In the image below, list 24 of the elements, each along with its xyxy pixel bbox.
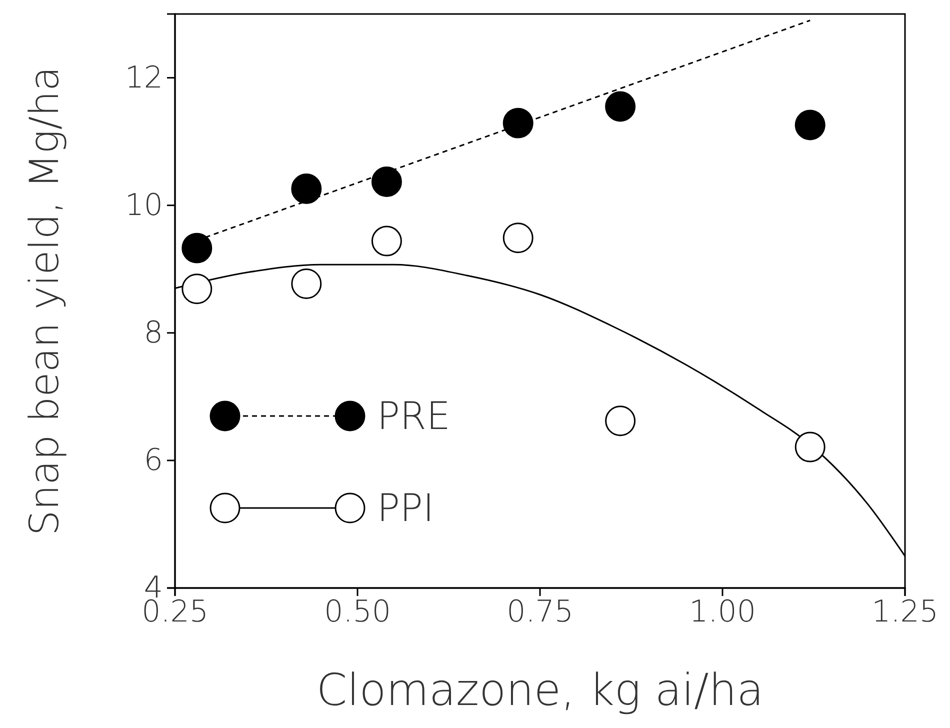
point	[794, 110, 826, 140]
point	[371, 226, 402, 256]
x-axis-title: Clomazone, kg ai/ha	[316, 665, 764, 716]
point	[291, 174, 322, 204]
point	[605, 406, 636, 436]
y-axis-title: Snap bean yield, Mg/ha	[22, 66, 68, 536]
point	[605, 91, 636, 122]
x-tick-label: 0.50	[324, 594, 391, 630]
y-tick-label: 12	[124, 60, 163, 96]
point	[291, 268, 322, 299]
point	[182, 232, 212, 264]
legend-label: PPI	[377, 486, 434, 530]
legend-label: PRE	[377, 394, 450, 438]
x-tick-label: 1.25	[872, 594, 938, 630]
y-tick-label: 8	[144, 315, 163, 350]
point	[502, 108, 534, 138]
point	[502, 222, 534, 254]
point	[371, 166, 402, 197]
x-tick-label: 1.00	[689, 594, 756, 630]
y-tick-label: 10	[124, 188, 163, 223]
x-tick-label: 0.75	[506, 594, 574, 630]
point	[182, 274, 212, 304]
y-tick-label: 6	[144, 443, 163, 478]
point	[794, 432, 826, 462]
